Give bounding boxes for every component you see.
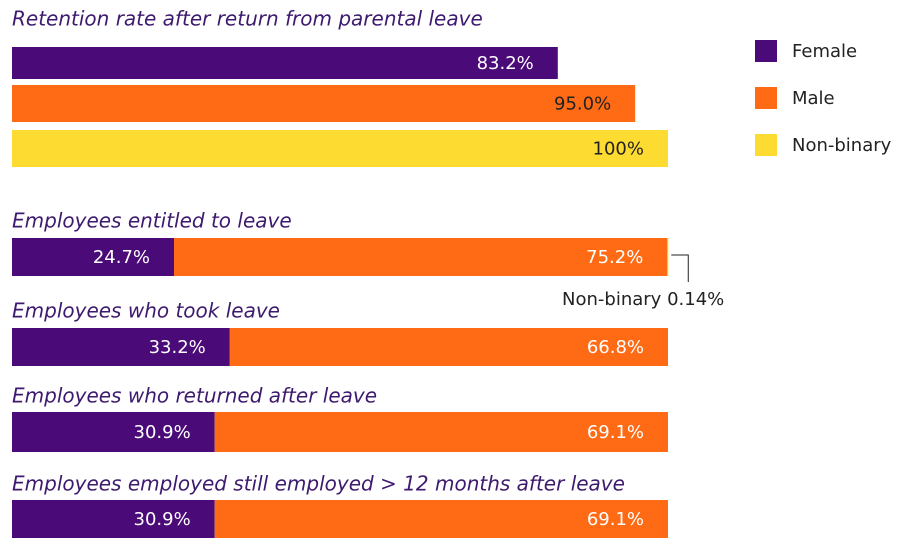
chart-title: Employees who took leave [12,299,280,323]
bar-segment [12,328,230,366]
legend-label: Female [792,41,857,62]
callout-value: 0.14% [667,289,724,310]
bar-segment [12,500,215,538]
bar-segment [174,238,668,276]
bar-segment [12,412,215,452]
value-label: 69.1% [587,422,644,443]
bar-segment [214,412,669,452]
value-label: 75.2% [586,247,643,268]
value-label: 83.2% [477,53,534,74]
bar-segment [667,238,669,276]
bar [12,85,636,122]
bar-segment [214,500,669,538]
callout-name: Non-binary [562,289,662,310]
chart-title: Employees entitled to leave [12,209,292,233]
chart-title: Employees employed still employed > 12 m… [12,472,625,496]
bar-segment [12,238,175,276]
value-label: 24.7% [93,247,150,268]
chart-title: Employees who returned after leave [12,384,377,408]
bar [12,130,668,167]
callout-label: Non-binary 0.14% [562,289,724,310]
legend-label: Male [792,88,835,109]
value-label: 95.0% [554,94,611,115]
chart-title: Retention rate after return from parenta… [12,7,483,31]
value-label: 69.1% [587,509,644,530]
legend-swatch [755,134,777,156]
legend-swatch [755,87,777,109]
callout-line [671,254,689,282]
legend-label: Non-binary [792,135,892,156]
value-label: 30.9% [134,509,191,530]
bar-segment [229,328,669,366]
bar [12,47,558,79]
legend-swatch [755,40,777,62]
value-label: 30.9% [134,422,191,443]
value-label: 33.2% [149,337,206,358]
value-label: 100% [593,139,644,160]
value-label: 66.8% [587,337,644,358]
